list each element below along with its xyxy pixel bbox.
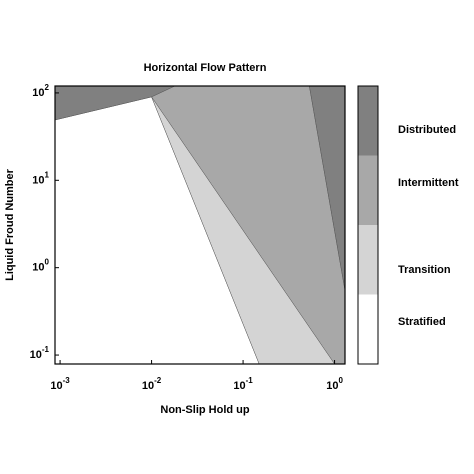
- legend-label: Transition: [398, 264, 451, 276]
- legend-swatch: [358, 155, 378, 225]
- y-axis-label: Liquid Froud Number: [4, 168, 16, 281]
- x-axis-label: Non-Slip Hold up: [160, 404, 249, 416]
- legend-frame: [357, 85, 379, 365]
- tick-base: 10: [32, 174, 44, 186]
- plot-frame: [54, 85, 346, 365]
- tick-label: 10-1: [30, 345, 50, 361]
- chart-title: Horizontal Flow Pattern: [144, 62, 267, 74]
- legend-label: Intermittent: [398, 177, 459, 189]
- tick-exponent: -1: [42, 345, 50, 354]
- tick-base: 10: [142, 380, 154, 392]
- tick-exponent: 1: [45, 170, 50, 179]
- tick-label: 101: [32, 170, 49, 186]
- tick-label: 100: [326, 376, 343, 392]
- tick-base: 10: [30, 349, 42, 361]
- tick-base: 10: [233, 380, 245, 392]
- tick-exponent: 0: [338, 376, 343, 385]
- tick-base: 10: [32, 87, 44, 99]
- legend-label: Distributed: [398, 124, 456, 136]
- tick-base: 10: [50, 380, 62, 392]
- tick-label: 10-3: [50, 376, 70, 392]
- tick-exponent: -2: [154, 376, 162, 385]
- tick-exponent: 0: [45, 258, 50, 267]
- legend-label: Stratified: [398, 316, 446, 328]
- tick-base: 10: [326, 380, 338, 392]
- legend-swatch: [358, 225, 378, 295]
- legend-swatch: [358, 294, 378, 364]
- tick-label: 100: [32, 258, 49, 274]
- tick-label: 102: [32, 83, 49, 99]
- legend-swatch: [358, 86, 378, 156]
- tick-exponent: -1: [246, 376, 254, 385]
- tick-exponent: -3: [63, 376, 71, 385]
- tick-label: 10-1: [233, 376, 253, 392]
- tick-exponent: 2: [45, 83, 50, 92]
- tick-base: 10: [32, 262, 44, 274]
- tick-label: 10-2: [142, 376, 162, 392]
